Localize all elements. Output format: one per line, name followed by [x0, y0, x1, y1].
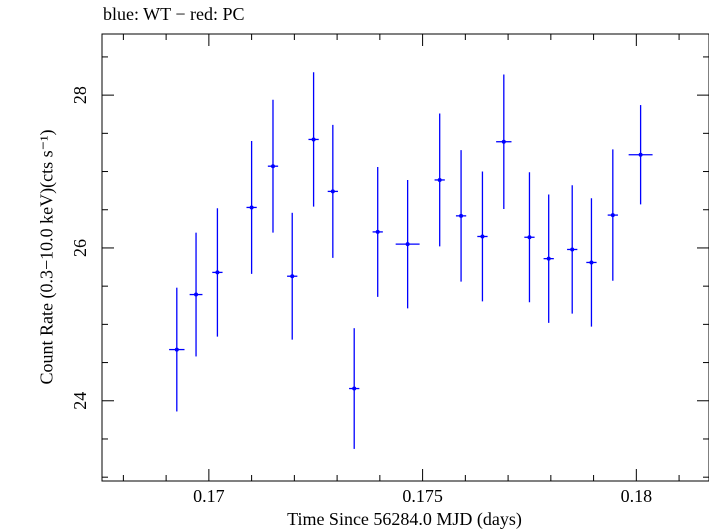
- data-point: [349, 328, 360, 449]
- data-point: [169, 287, 185, 412]
- chart-title: blue: WT − red: PC: [103, 4, 245, 24]
- point-marker: [174, 347, 179, 352]
- point-marker: [501, 139, 506, 144]
- data-point: [607, 149, 618, 281]
- data-point: [327, 124, 338, 258]
- point-marker: [459, 213, 464, 218]
- point-marker: [215, 270, 220, 275]
- point-marker: [290, 274, 295, 279]
- point-marker: [194, 292, 199, 297]
- data-point: [496, 74, 512, 209]
- data-point: [189, 232, 203, 357]
- point-marker: [270, 164, 275, 169]
- y-tick-label: 28: [70, 86, 90, 104]
- axis-ticks: 0.17 0.175 0.18 24 26 28: [70, 34, 709, 506]
- data-point: [586, 198, 597, 327]
- point-marker: [527, 235, 532, 240]
- y-tick-label: 26: [70, 239, 90, 257]
- data-series-wt: [169, 72, 653, 449]
- data-point: [395, 179, 420, 309]
- point-marker: [570, 247, 575, 252]
- x-tick-label: 0.18: [621, 486, 653, 506]
- point-marker: [610, 213, 615, 218]
- data-point: [267, 99, 279, 233]
- x-axis-label: Time Since 56284.0 MJD (days): [287, 509, 522, 529]
- data-point: [287, 212, 298, 340]
- y-axis-label: Count Rate (0.3−10.0 keV)(cts s⁻¹): [36, 129, 57, 385]
- data-point: [246, 140, 257, 274]
- point-marker: [638, 152, 643, 157]
- x-tick-label: 0.17: [193, 486, 225, 506]
- point-marker: [546, 256, 551, 261]
- data-point: [628, 105, 653, 205]
- plot-frame: [101, 33, 709, 482]
- data-point: [455, 150, 467, 282]
- point-marker: [405, 242, 410, 247]
- data-point: [477, 171, 488, 302]
- point-marker: [375, 229, 380, 234]
- data-point: [543, 194, 554, 323]
- data-point: [434, 113, 445, 247]
- point-marker: [330, 189, 335, 194]
- data-point: [524, 172, 535, 303]
- point-marker: [311, 137, 316, 142]
- y-tick-label: 24: [70, 392, 90, 410]
- point-marker: [249, 205, 254, 210]
- data-point: [567, 185, 578, 314]
- point-marker: [589, 260, 594, 265]
- data-point: [308, 72, 319, 207]
- data-point: [372, 166, 383, 297]
- x-tick-label: 0.175: [402, 486, 443, 506]
- point-marker: [352, 386, 357, 391]
- point-marker: [437, 177, 442, 182]
- point-marker: [480, 234, 485, 239]
- data-point: [212, 208, 223, 337]
